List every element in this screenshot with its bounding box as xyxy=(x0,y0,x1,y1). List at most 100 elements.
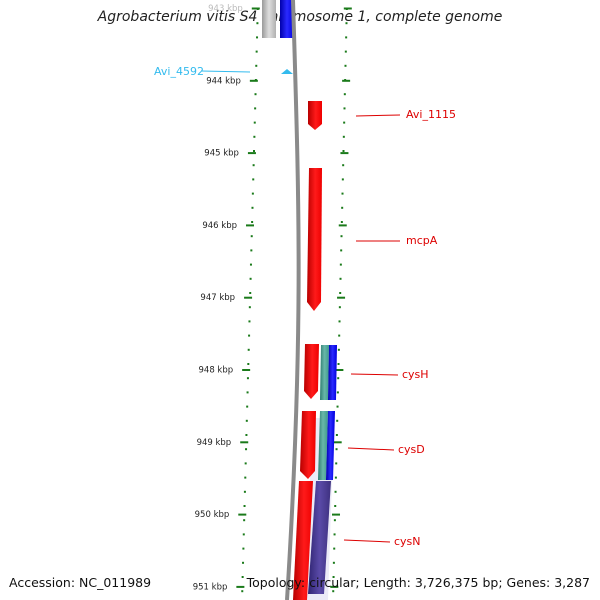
tick-label: 949 kbp xyxy=(197,438,232,448)
minor-tick-right xyxy=(338,334,341,337)
minor-tick-left xyxy=(246,391,249,394)
minor-tick-right xyxy=(345,36,348,39)
chromosome-backbone xyxy=(285,0,301,600)
major-tick-right xyxy=(340,152,349,155)
minor-tick-left xyxy=(253,135,256,138)
minor-tick-right xyxy=(336,419,339,422)
major-tick-left xyxy=(244,296,253,299)
feature-avi-4592-label: Avi_4592 xyxy=(154,65,204,78)
minor-tick-left xyxy=(251,192,254,195)
minor-tick-right xyxy=(340,221,343,223)
minor-tick-left xyxy=(254,107,257,110)
major-tick-left xyxy=(242,369,251,371)
minor-tick-left xyxy=(249,277,252,280)
feature-top-blue xyxy=(280,0,294,38)
major-tick-left xyxy=(247,152,256,155)
minor-tick-left xyxy=(248,306,251,309)
minor-tick-left xyxy=(243,490,246,493)
tick-dots-left xyxy=(241,8,259,593)
tick-label: 951 kbp xyxy=(193,582,228,592)
minor-tick-right xyxy=(335,448,338,451)
minor-tick-left xyxy=(246,405,249,408)
minor-tick-right xyxy=(339,263,342,266)
minor-tick-right xyxy=(333,533,336,536)
minor-tick-right xyxy=(339,292,342,294)
minor-tick-right xyxy=(343,121,346,124)
minor-tick-right xyxy=(341,206,344,209)
feature-cysn-purple xyxy=(308,481,331,594)
minor-tick-right xyxy=(332,590,335,593)
major-tick-right xyxy=(333,441,342,444)
minor-tick-left xyxy=(251,221,254,223)
minor-tick-right xyxy=(342,164,345,167)
major-tick-right xyxy=(335,369,344,371)
minor-tick-left xyxy=(247,363,250,365)
minor-tick-left xyxy=(251,206,254,209)
minor-tick-left xyxy=(249,263,252,266)
minor-tick-left xyxy=(243,505,246,507)
feature-cysh-blue xyxy=(328,345,337,400)
feature-cysd-teal xyxy=(318,411,328,480)
feature-cysd-leader xyxy=(347,447,395,451)
feature-cysd-arrow xyxy=(300,411,316,479)
feature-cysh-teal xyxy=(320,345,329,400)
major-tick-left xyxy=(251,7,260,10)
minor-tick-right xyxy=(335,434,338,436)
minor-tick-right xyxy=(340,249,343,252)
minor-tick-right xyxy=(341,192,344,195)
minor-tick-left xyxy=(242,561,245,564)
tick-label: 946 kbp xyxy=(202,221,237,231)
minor-tick-left xyxy=(244,462,247,465)
feature-cysh-label: cysH xyxy=(402,368,429,381)
minor-tick-right xyxy=(337,348,340,351)
tick-labels: 943 kbp 944 kbp 945 kbp 946 kbp 947 kbp 948 k… xyxy=(193,4,243,592)
minor-tick-left xyxy=(242,533,245,536)
minor-tick-left xyxy=(256,22,259,25)
minor-tick-right xyxy=(338,320,341,323)
feature-avi-1115-leader xyxy=(355,114,401,117)
accession-text: Accession: NC_011989 xyxy=(9,575,152,590)
genome-title: Agrobacterium vitis S4 chromosome 1, com… xyxy=(97,9,503,25)
minor-tick-right xyxy=(337,377,340,380)
major-tick-right xyxy=(343,7,352,10)
major-tick-right xyxy=(338,224,347,227)
major-tick-left xyxy=(249,79,258,82)
minor-tick-right xyxy=(334,476,337,479)
feature-cysd-blue xyxy=(326,411,335,480)
minor-tick-right xyxy=(343,107,346,110)
minor-tick-left xyxy=(245,419,248,422)
minor-tick-left xyxy=(250,249,253,252)
major-ticks xyxy=(236,7,352,588)
tick-label: 947 kbp xyxy=(200,293,235,303)
minor-tick-right xyxy=(338,306,341,309)
minor-tick-left xyxy=(248,320,251,323)
tick-label: 948 kbp xyxy=(199,366,234,376)
minor-tick-left xyxy=(248,334,251,337)
feature-avi-4592-leader xyxy=(200,70,251,73)
tick-label: 945 kbp xyxy=(204,149,239,159)
minor-tick-left xyxy=(245,448,248,451)
minor-tick-left xyxy=(253,150,255,152)
minor-tick-left xyxy=(252,164,255,167)
major-tick-left xyxy=(236,585,245,588)
feature-avi-1115-label: Avi_1115 xyxy=(406,108,456,121)
minor-tick-left xyxy=(241,576,244,578)
minor-tick-left xyxy=(241,590,244,593)
minor-tick-right xyxy=(345,22,348,25)
feature-avi-1115-arrow xyxy=(308,101,322,130)
minor-tick-left xyxy=(243,519,246,522)
minor-tick-right xyxy=(337,363,340,365)
minor-tick-left xyxy=(255,50,258,53)
minor-tick-left xyxy=(247,348,250,351)
major-tick-left xyxy=(240,441,249,444)
minor-tick-left xyxy=(246,377,249,380)
minor-tick-right xyxy=(335,462,338,465)
feature-avi-4592-arrow xyxy=(281,69,293,74)
feature-cysn-arrow xyxy=(293,481,313,600)
feature-cysn-leader xyxy=(343,539,391,543)
feature-cysd-label: cysD xyxy=(398,443,425,456)
minor-tick-left xyxy=(250,235,253,238)
topology-text: Topology: circular; Length: 3,726,375 bp… xyxy=(246,575,590,590)
minor-tick-right xyxy=(344,50,347,53)
